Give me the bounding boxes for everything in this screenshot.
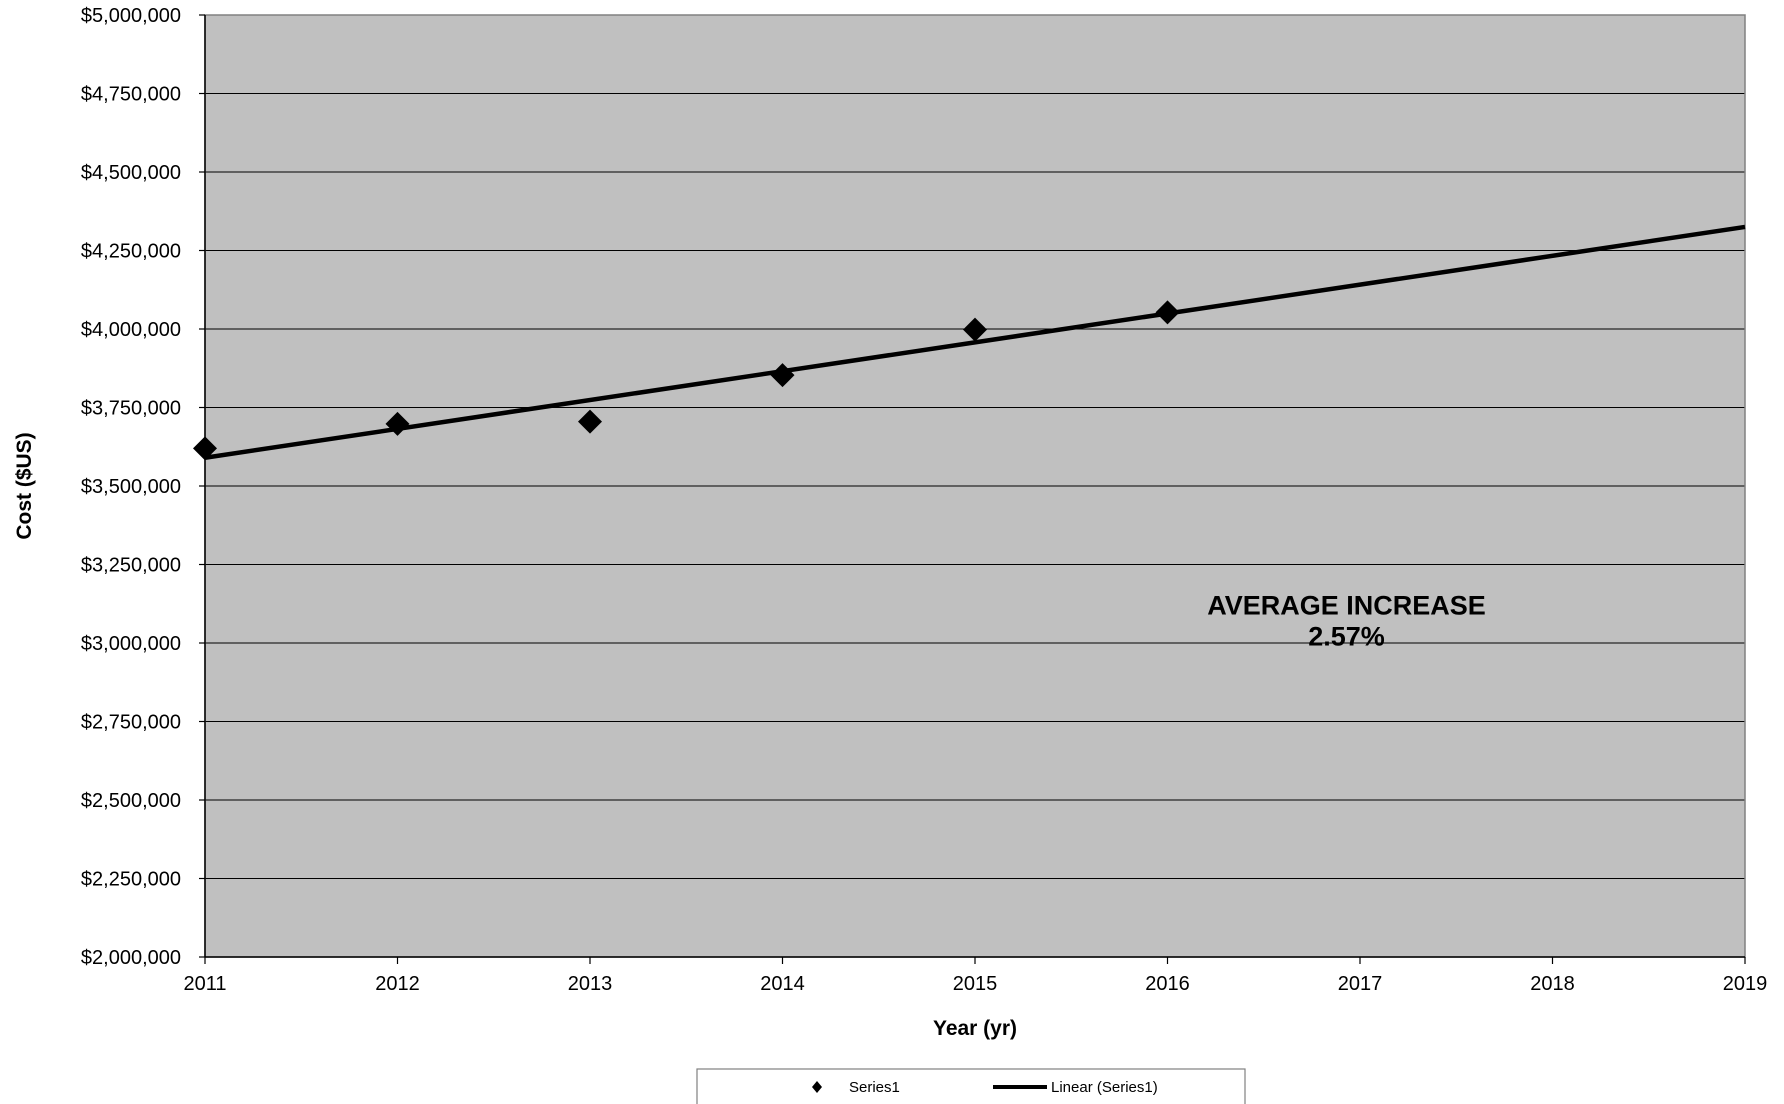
x-tick-label: 2017 (1338, 973, 1383, 995)
y-tick-label: $2,250,000 (81, 869, 181, 891)
trendline-layer (204, 224, 1746, 460)
y-tick-label: $3,250,000 (81, 555, 181, 577)
data-point-diamond (770, 363, 795, 388)
legend-series1-label: Series1 (849, 1079, 900, 1096)
annotation-line-2: 2.57% (1308, 622, 1385, 652)
trendline (204, 224, 1746, 460)
x-axis-title: Year (yr) (933, 1017, 1017, 1040)
y-tick-label: $4,000,000 (81, 319, 181, 341)
data-point-diamond (193, 436, 217, 461)
y-axis-title: Cost ($US) (13, 432, 36, 539)
y-tick-label: $2,000,000 (81, 947, 181, 969)
data-point-diamond (385, 411, 410, 436)
x-tick-label: 2012 (375, 973, 420, 995)
gridlines (205, 14, 1745, 879)
legend: Series1 Linear (Series1) (696, 1068, 1246, 1104)
x-tick-label: 2015 (953, 973, 998, 995)
x-axis-ticks: 2011 2012 2013 2014 2015 2016 2017 2018 2019 (183, 957, 1767, 995)
y-tick-label: $4,750,000 (81, 84, 181, 106)
y-tick-label: $3,500,000 (81, 476, 181, 498)
y-tick-label: $2,500,000 (81, 790, 181, 812)
x-tick-label: 2013 (568, 973, 613, 995)
y-tick-label: $3,000,000 (81, 633, 181, 655)
y-tick-label: $2,750,000 (81, 712, 181, 734)
data-points (193, 300, 1180, 461)
y-axis-ticks: $2,000,000 $2,250,000 $2,500,000 $2,750,000… (81, 5, 205, 969)
legend-box (696, 1068, 1246, 1104)
x-tick-label: 2019 (1723, 973, 1768, 995)
x-tick-label: 2018 (1530, 973, 1575, 995)
legend-trendline-label: Linear (Series1) (1051, 1079, 1158, 1096)
y-tick-label: $5,000,000 (81, 5, 181, 27)
data-point-diamond (963, 317, 987, 342)
y-tick-label: $4,500,000 (81, 162, 181, 184)
x-tick-label: 2011 (183, 973, 226, 995)
x-tick-label: 2014 (760, 973, 805, 995)
y-tick-label: $4,250,000 (81, 241, 181, 263)
x-tick-label: 2016 (1145, 973, 1190, 995)
y-tick-label: $3,750,000 (81, 398, 181, 420)
annotation-line-1: AVERAGE INCREASE (1207, 591, 1486, 621)
data-point-diamond (1155, 300, 1180, 325)
data-point-diamond (578, 409, 602, 434)
legend-diamond-marker (812, 1081, 822, 1093)
